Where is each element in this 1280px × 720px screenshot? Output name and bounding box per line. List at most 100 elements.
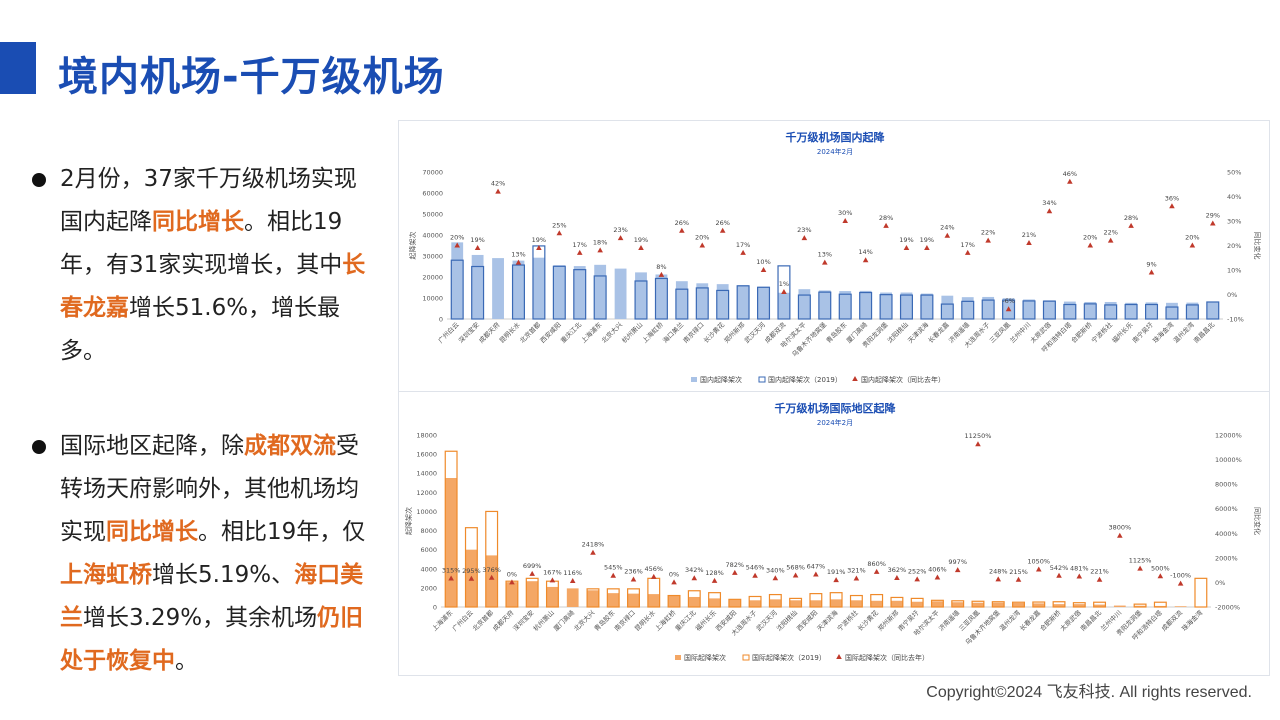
bar-2019-outline [634, 280, 648, 320]
x-tick-label: 长沙黄花 [701, 320, 726, 345]
yoy-marker [1005, 306, 1012, 312]
bar-current [1174, 606, 1187, 607]
yoy-marker [650, 573, 657, 579]
body-text: 。相比19年，仅 [198, 519, 366, 545]
highlight-text: 同比增长 [152, 209, 244, 235]
y-tick-label: 60000 [422, 190, 443, 198]
yoy-marker [781, 289, 787, 295]
yoy-marker [894, 574, 900, 580]
bar-2019-outline [971, 600, 985, 608]
y2-tick-label: 8000% [1215, 481, 1238, 489]
body-text: 。相比19年，有31家实现增长，其中 [60, 209, 343, 278]
x-tick-label: 南京禄口 [681, 320, 706, 345]
yoy-marker [1157, 573, 1164, 579]
bar-current [526, 581, 539, 607]
title-accent-bar [0, 42, 36, 94]
x-tick-label: 太原武宿 [1058, 608, 1083, 633]
yoy-data-label: 128% [705, 569, 724, 577]
bar-current [708, 598, 721, 607]
yoy-marker [679, 227, 685, 233]
yoy-data-label: 8% [656, 263, 666, 271]
yoy-marker [903, 244, 910, 250]
x-tick-label: 青岛胶东 [824, 320, 849, 345]
x-tick-label: 沈阳桃仙 [885, 320, 910, 345]
bar-current [859, 290, 872, 319]
bar-current [627, 593, 640, 607]
bar-current [1073, 604, 1086, 607]
bar-current [769, 599, 782, 607]
yoy-data-label: 321% [847, 566, 866, 574]
bullet-international: 国际地区起降，除成都双流受转场天府影响外，其他机场均实现同比增长。相比19年，仅… [30, 425, 375, 683]
yoy-marker [488, 574, 495, 580]
bar-current [647, 594, 660, 607]
x-tick-label: 上海虹桥 [640, 320, 665, 345]
yoy-marker [638, 244, 644, 250]
bar-2019-outline [450, 259, 464, 320]
yoy-marker [1096, 576, 1103, 582]
yoy-marker [862, 257, 869, 263]
yoy-marker [468, 575, 475, 581]
yoy-data-label: 252% [908, 567, 927, 575]
yoy-data-label: 376% [482, 566, 501, 574]
yoy-marker [529, 570, 535, 576]
y-tick-label: 40000 [422, 232, 443, 240]
yoy-marker [792, 572, 799, 578]
x-tick-label: 重庆江北 [558, 320, 583, 345]
bar-2019-outline [1022, 300, 1036, 320]
yoy-data-label: 17% [961, 241, 975, 249]
bar-current [716, 284, 729, 319]
yoy-data-label: 29% [1206, 211, 1220, 219]
y-tick-label: 0 [433, 604, 437, 612]
yoy-marker [454, 242, 461, 248]
x-tick-label: 北京大兴 [572, 608, 597, 633]
yoy-marker [934, 574, 941, 580]
x-tick-label: 珠海金湾 [1151, 320, 1176, 345]
yoy-marker [1148, 269, 1155, 275]
bar-2019-outline [736, 285, 750, 320]
y2-tick-label: 0% [1227, 291, 1237, 299]
yoy-data-label: 22% [981, 229, 995, 237]
yoy-data-label: 19% [920, 236, 934, 244]
yoy-data-label: 406% [928, 565, 947, 573]
x-tick-label: 乌鲁木齐地窝堡 [790, 320, 829, 359]
yoy-data-label: 18% [593, 238, 607, 246]
legend-item-2019: 国际起降架次（2019） [752, 653, 826, 662]
bar-current [880, 292, 892, 319]
bar-2019-outline [1063, 303, 1077, 320]
bar-current [839, 291, 852, 319]
bar-current [830, 599, 843, 607]
yoy-data-label: 568% [786, 563, 805, 571]
x-tick-label: 成都天府 [491, 608, 516, 633]
bullet-domestic: 2月份，37家千万级机场实现国内起降同比增长。相比19年，有31家实现增长，其中… [30, 158, 375, 373]
legend-swatch-2019 [742, 654, 750, 661]
x-tick-label: 西安咸阳 [538, 320, 563, 345]
bar-current [655, 274, 668, 319]
yoy-marker [536, 244, 542, 250]
x-tick-label: 南宁吴圩 [1130, 320, 1155, 345]
y-tick-label: 10000 [422, 295, 443, 303]
yoy-data-label: 295% [462, 567, 481, 575]
bar-current [1125, 302, 1138, 319]
bar-current [532, 257, 545, 319]
x-tick-label: 天津滨海 [815, 608, 840, 633]
x-tick-label: 长沙黄花 [855, 608, 880, 633]
legend-swatch-yoy [852, 376, 858, 381]
highlight-text: 上海虹桥 [60, 562, 152, 588]
y2-tick-label: 20% [1227, 242, 1241, 250]
bar-2019-outline [849, 594, 863, 608]
highlight-text: 同比增长 [106, 519, 198, 545]
yoy-marker [801, 235, 808, 241]
bar-current [870, 600, 883, 607]
y2-tick-label: 12000% [1215, 432, 1242, 440]
yoy-marker [1067, 178, 1073, 184]
yoy-marker [772, 575, 779, 581]
yoy-data-label: 315% [442, 567, 461, 575]
bar-2019-outline [573, 269, 587, 320]
bar-2019-outline [1012, 601, 1025, 608]
highlight-text: 仍旧处于恢复中 [60, 605, 364, 674]
x-tick-label: 郑州新郑 [722, 320, 747, 345]
bar-2019-outline [1145, 303, 1159, 320]
yoy-data-label: 362% [888, 566, 907, 574]
bar-current [850, 600, 863, 607]
bar-current [757, 286, 770, 319]
